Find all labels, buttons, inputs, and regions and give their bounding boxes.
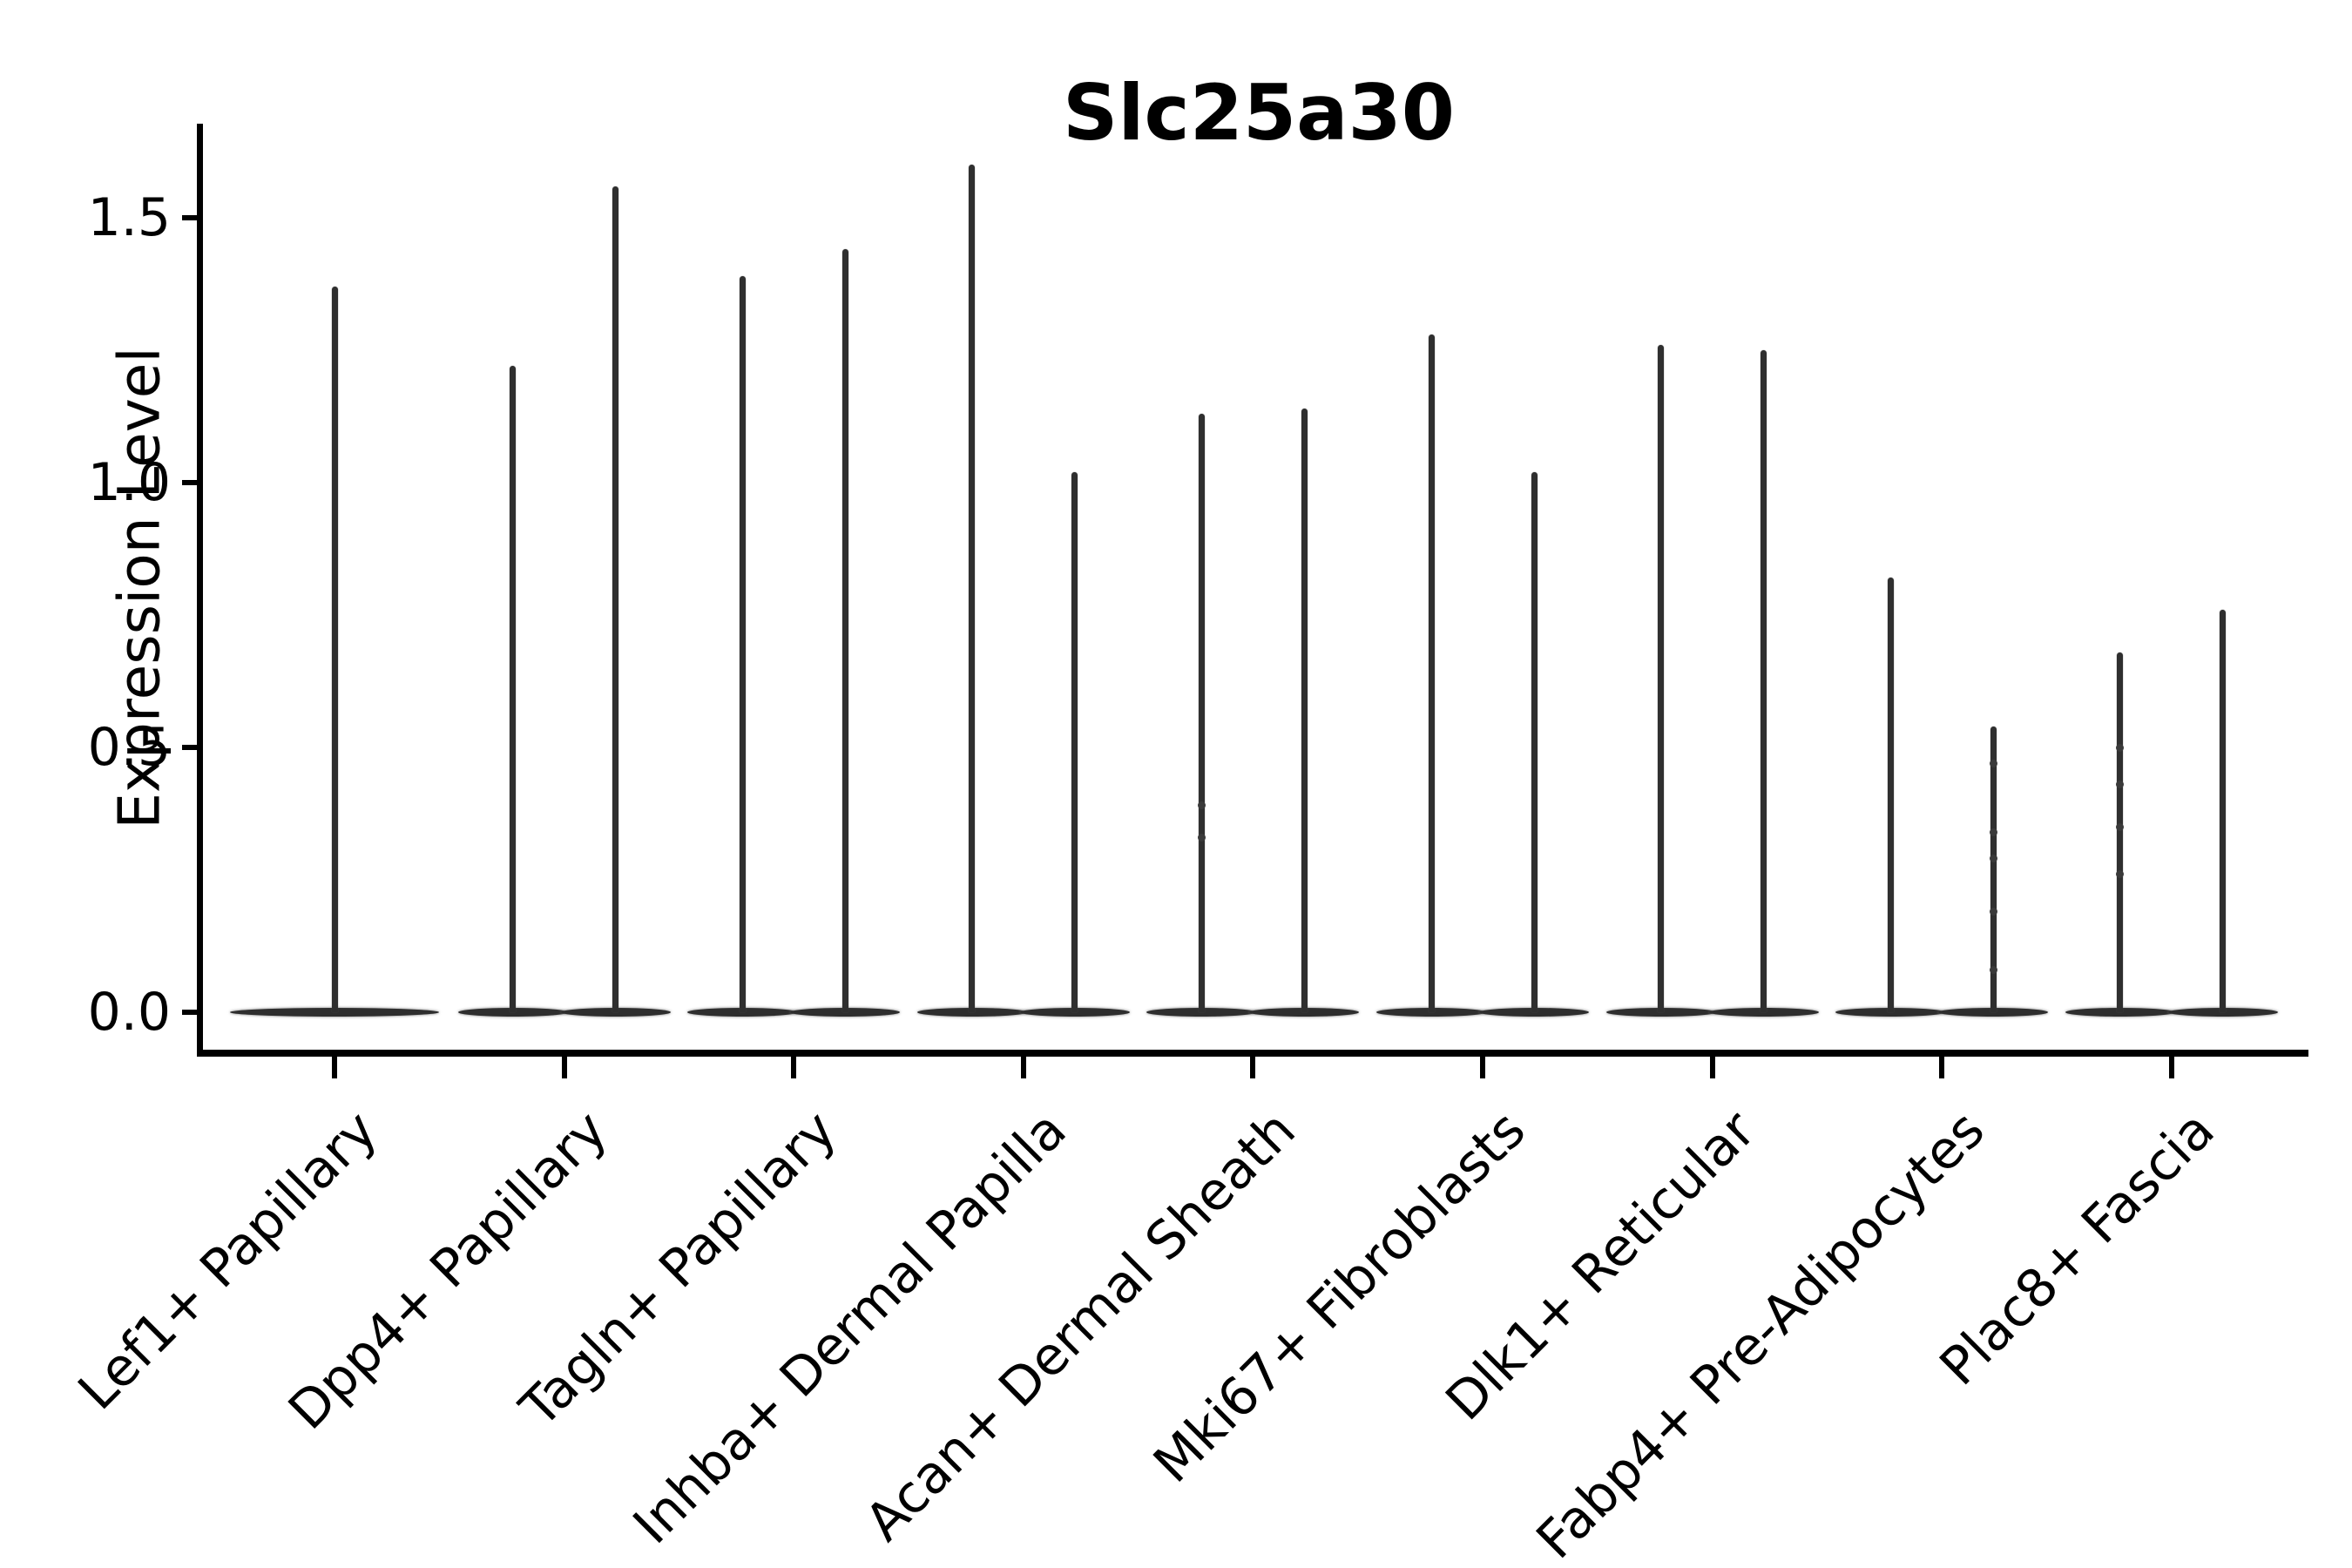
- violin-base: [1605, 1008, 1716, 1017]
- y-tick: [182, 480, 197, 485]
- violin-base: [1249, 1008, 1360, 1017]
- y-tick-label: 0.5: [87, 717, 171, 778]
- violin-spike: [1428, 334, 1435, 1012]
- y-tick: [182, 215, 197, 220]
- violin-base: [2065, 1008, 2175, 1017]
- violin-base: [1376, 1008, 1486, 1017]
- violin-base: [687, 1008, 798, 1017]
- violin-spike: [612, 186, 619, 1012]
- y-tick: [182, 1010, 197, 1015]
- violin-spike: [2117, 652, 2124, 1012]
- violin-base: [230, 1008, 439, 1017]
- x-tick: [332, 1057, 337, 1078]
- violin-base: [916, 1008, 1027, 1017]
- violin-spike: [1301, 408, 1308, 1012]
- x-tick: [1480, 1057, 1485, 1078]
- x-tick: [561, 1057, 567, 1078]
- violin-spike: [510, 366, 517, 1012]
- chart-title: Slc25a30: [1062, 68, 1456, 158]
- y-tick: [182, 745, 197, 750]
- violin-spike: [1071, 471, 1078, 1012]
- violin-spike: [1990, 726, 1997, 1012]
- violin-spike: [1531, 471, 1538, 1012]
- violin-point: [1197, 833, 1206, 841]
- violin-point: [1989, 828, 1997, 836]
- violin-point: [2116, 743, 2125, 752]
- violin-point: [1989, 907, 1997, 916]
- x-tick: [1939, 1057, 1945, 1078]
- violin-point: [1989, 759, 1997, 767]
- y-tick-label: 0.0: [87, 982, 171, 1043]
- violin-base: [1146, 1008, 1257, 1017]
- violin-point: [1197, 801, 1206, 810]
- y-tick-label: 1.5: [87, 187, 171, 248]
- violin-base: [1479, 1008, 1589, 1017]
- violin-spike: [1761, 350, 1767, 1012]
- violin-spike: [1658, 344, 1665, 1012]
- violin-point: [1989, 965, 1997, 974]
- violin-point: [2116, 870, 2125, 879]
- violin-base: [457, 1008, 568, 1017]
- y-tick-label: 1.0: [87, 452, 171, 513]
- violin-spike: [331, 287, 338, 1012]
- violin-base: [1019, 1008, 1130, 1017]
- x-tick: [791, 1057, 797, 1078]
- violin-point: [2116, 781, 2125, 789]
- violin-spike: [969, 165, 976, 1012]
- x-tick: [1250, 1057, 1256, 1078]
- violin-base: [1835, 1008, 1946, 1017]
- violin-point: [1989, 855, 1997, 863]
- x-tick: [1709, 1057, 1715, 1078]
- violin-spike: [1198, 413, 1205, 1012]
- violin-base: [2167, 1008, 2278, 1017]
- violin-spike: [739, 275, 746, 1012]
- violin-spike: [841, 249, 848, 1012]
- x-tick: [2168, 1057, 2174, 1078]
- violin-base: [1938, 1008, 2049, 1017]
- x-axis-spine: [197, 1050, 2308, 1057]
- violin-spike: [1887, 578, 1894, 1012]
- violin-base: [1708, 1008, 1819, 1017]
- y-axis-spine: [197, 124, 203, 1056]
- x-tick: [1020, 1057, 1026, 1078]
- violin-point: [2116, 822, 2125, 831]
- violin-base: [790, 1008, 901, 1017]
- violin-base: [560, 1008, 671, 1017]
- violin-spike: [2220, 609, 2227, 1012]
